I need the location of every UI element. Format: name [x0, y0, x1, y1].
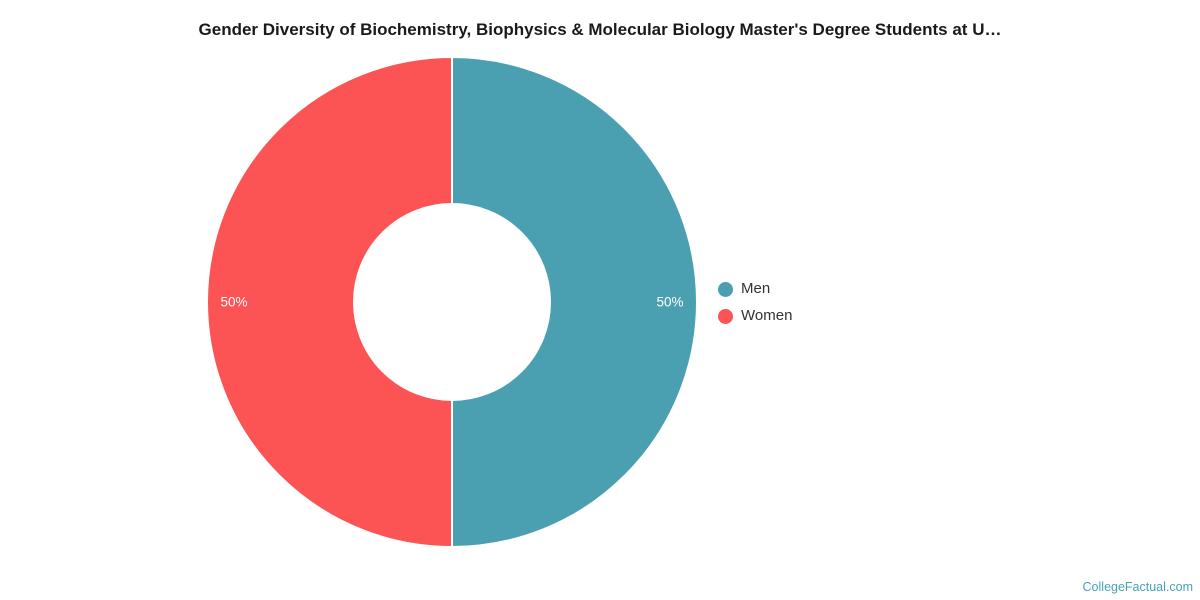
legend-label-men: Men	[741, 280, 771, 297]
legend-label-women: Women	[741, 307, 793, 324]
donut-chart: 50% 50%	[202, 52, 702, 552]
collegefactual-brand-link[interactable]: CollegeFactual.com	[1082, 580, 1193, 594]
legend-swatch-women-icon	[718, 308, 733, 324]
donut-slice-men[interactable]	[451, 55, 698, 549]
donut-slice-women[interactable]	[206, 55, 453, 549]
legend: Men Women	[718, 280, 792, 325]
chart-title: Gender Diversity of Biochemistry, Biophy…	[198, 20, 1002, 39]
donut-svg: 50% 50%	[206, 55, 698, 549]
legend-item-men[interactable]: Men	[718, 280, 792, 298]
legend-item-women[interactable]: Women	[718, 307, 792, 325]
data-label-women: 50%	[220, 295, 247, 310]
legend-swatch-men-icon	[718, 281, 733, 297]
data-label-men: 50%	[656, 295, 683, 310]
